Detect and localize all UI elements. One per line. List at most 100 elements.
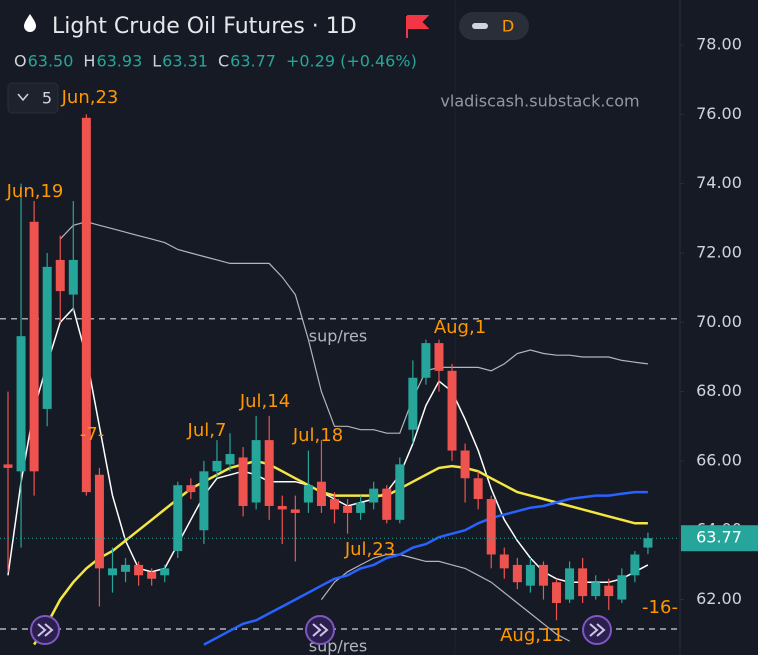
chevron-icon (17, 93, 29, 102)
candle-body (42, 266, 52, 409)
y-tick-label: 66.00 (696, 450, 742, 469)
annotation: Jul,14 (239, 391, 290, 412)
ohlc-value: 63.50 (28, 52, 74, 71)
candle-body (316, 481, 326, 506)
y-tick-label: 68.00 (696, 381, 742, 400)
candle-body (473, 478, 483, 500)
candle-body (460, 450, 470, 479)
candle-body (578, 568, 588, 597)
candle-body (107, 568, 117, 576)
candle-body (617, 575, 627, 600)
badge[interactable]: D (502, 17, 514, 36)
title: Light Crude Oil Futures · 1D (52, 14, 357, 39)
candle-body (160, 568, 170, 576)
change: +0.29 (+0.46%) (286, 52, 417, 71)
candle-body (68, 259, 78, 295)
candle-body (512, 564, 522, 583)
indicator-line (320, 553, 570, 642)
ohlc-value: 63.93 (96, 52, 142, 71)
candle-body (538, 564, 548, 586)
candle-body (408, 377, 418, 430)
candle-body (343, 505, 353, 513)
candle-body (212, 460, 222, 472)
candle-body (134, 564, 144, 576)
candle-body (147, 571, 157, 579)
annotation: Jul,7 (187, 420, 227, 441)
annotation: -7- (80, 424, 104, 445)
candle-body (630, 554, 640, 576)
event-glyph (589, 623, 606, 637)
event-icons (30, 615, 612, 645)
annotation: Jul,18 (292, 425, 343, 446)
y-tick-label: 78.00 (696, 35, 742, 54)
annotation: Jun,23 (61, 87, 119, 108)
candle-body (277, 505, 287, 510)
indicator-line (203, 490, 648, 646)
candle-body (395, 464, 405, 520)
event-glyph (312, 623, 329, 637)
event-glyph (37, 623, 54, 637)
candle-body (356, 502, 366, 513)
candle-body (382, 488, 392, 520)
candle-body (591, 582, 601, 597)
ohlc-label: C (218, 52, 229, 71)
candle-body (369, 488, 379, 503)
ohlc-label: L (152, 52, 161, 71)
candle-body (16, 336, 26, 472)
interval-button-bg[interactable] (7, 82, 59, 114)
level-label: sup/res (309, 326, 367, 345)
y-tick-label: 76.00 (696, 104, 742, 123)
candle-body (486, 499, 496, 555)
candle-body (447, 370, 457, 451)
y-tick-label: 62.00 (696, 589, 742, 608)
badge-pill[interactable] (459, 12, 529, 40)
annotation: Jun,19 (6, 181, 64, 202)
candle-body (29, 221, 39, 472)
candle-body (264, 440, 274, 506)
ohlc-value: 63.77 (230, 52, 276, 71)
indicator-line (33, 459, 648, 646)
ohlc-value: 63.31 (162, 52, 208, 71)
candle-body (499, 554, 509, 569)
candle-body (238, 457, 248, 506)
flag-icon[interactable] (406, 15, 430, 38)
candle-body (173, 485, 183, 552)
candle-body (330, 499, 339, 510)
price-tag-label: 63.77 (696, 528, 742, 547)
price-axis: 62.0064.0066.0068.0070.0072.0074.0076.00… (680, 35, 758, 608)
y-tick-label: 72.00 (696, 242, 742, 261)
candle-body (525, 564, 535, 586)
candle-body (186, 485, 196, 493)
candle-body (225, 453, 235, 465)
candle-body (3, 464, 13, 468)
y-tick-label: 74.00 (696, 173, 742, 192)
candle-body (604, 585, 614, 597)
ohlc-row: O 63.50 H 63.93 L 63.31 C 63.77 +0.29 (+0.46%) (14, 52, 417, 71)
candle-body (643, 538, 653, 548)
ohlc-label: H (83, 52, 95, 71)
candle-body (199, 471, 209, 531)
watermark: vladiscash.substack.com (440, 92, 639, 111)
annotation: Jul,23 (344, 539, 395, 560)
ohlc-label: O (14, 52, 27, 71)
interval-button[interactable]: 5 (42, 89, 52, 108)
price-tag (681, 525, 758, 552)
candle-body (121, 564, 131, 572)
toggle-icon (472, 23, 488, 29)
annotation: -16- (642, 597, 678, 618)
candle-body (290, 509, 300, 513)
candle-body (421, 343, 431, 378)
drop-icon (24, 14, 36, 32)
candle-body (552, 582, 562, 604)
y-tick-label: 70.00 (696, 312, 742, 331)
annotation: Aug,11 (500, 625, 564, 646)
candle-body (434, 343, 444, 371)
candle-body (81, 117, 91, 493)
candle-body (55, 259, 65, 292)
indicator-line (59, 221, 648, 434)
candle-body (251, 440, 261, 503)
